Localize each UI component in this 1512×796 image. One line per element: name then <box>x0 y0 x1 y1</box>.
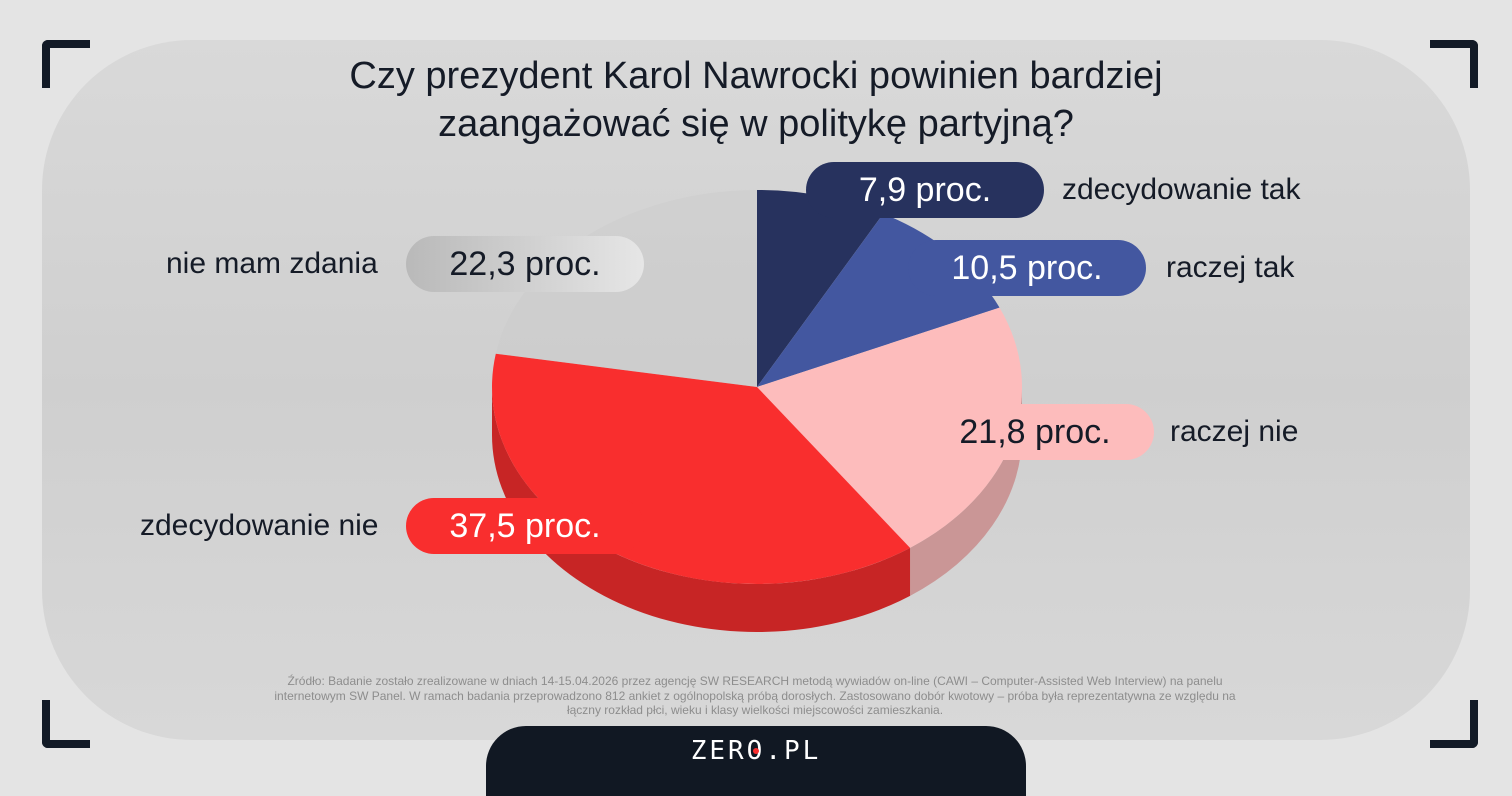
category-label: zdecydowanie nie <box>140 509 379 542</box>
category-label: raczej tak <box>1166 251 1295 284</box>
category-label: zdecydowanie tak <box>1062 173 1301 206</box>
corner-mark <box>1430 40 1478 88</box>
pie-slice <box>757 190 884 387</box>
pie-slice-side <box>492 387 911 632</box>
data-label: 37,5 proc. <box>406 498 644 554</box>
pie-slice <box>757 307 1023 548</box>
source-note: Źródło: Badanie zostało zrealizowane w d… <box>274 674 1236 717</box>
category-label: raczej nie <box>1170 415 1299 448</box>
pie-slice-side <box>910 387 1022 596</box>
corner-mark <box>1430 700 1478 748</box>
footer-bar: ZERO.PL <box>486 726 1026 796</box>
data-label: 22,3 proc. <box>406 236 644 292</box>
chart-title: Czy prezydent Karol Nawrocki powinien ba… <box>349 55 1163 145</box>
category-label: nie mam zdania <box>166 247 378 280</box>
corner-mark <box>42 40 90 88</box>
data-label: 21,8 proc. <box>916 404 1154 460</box>
data-label: 7,9 proc. <box>806 162 1044 218</box>
pie-chart <box>492 190 1023 632</box>
data-label: 10,5 proc. <box>908 240 1146 296</box>
logo: ZERO.PL <box>690 736 822 766</box>
corner-mark <box>42 700 90 748</box>
